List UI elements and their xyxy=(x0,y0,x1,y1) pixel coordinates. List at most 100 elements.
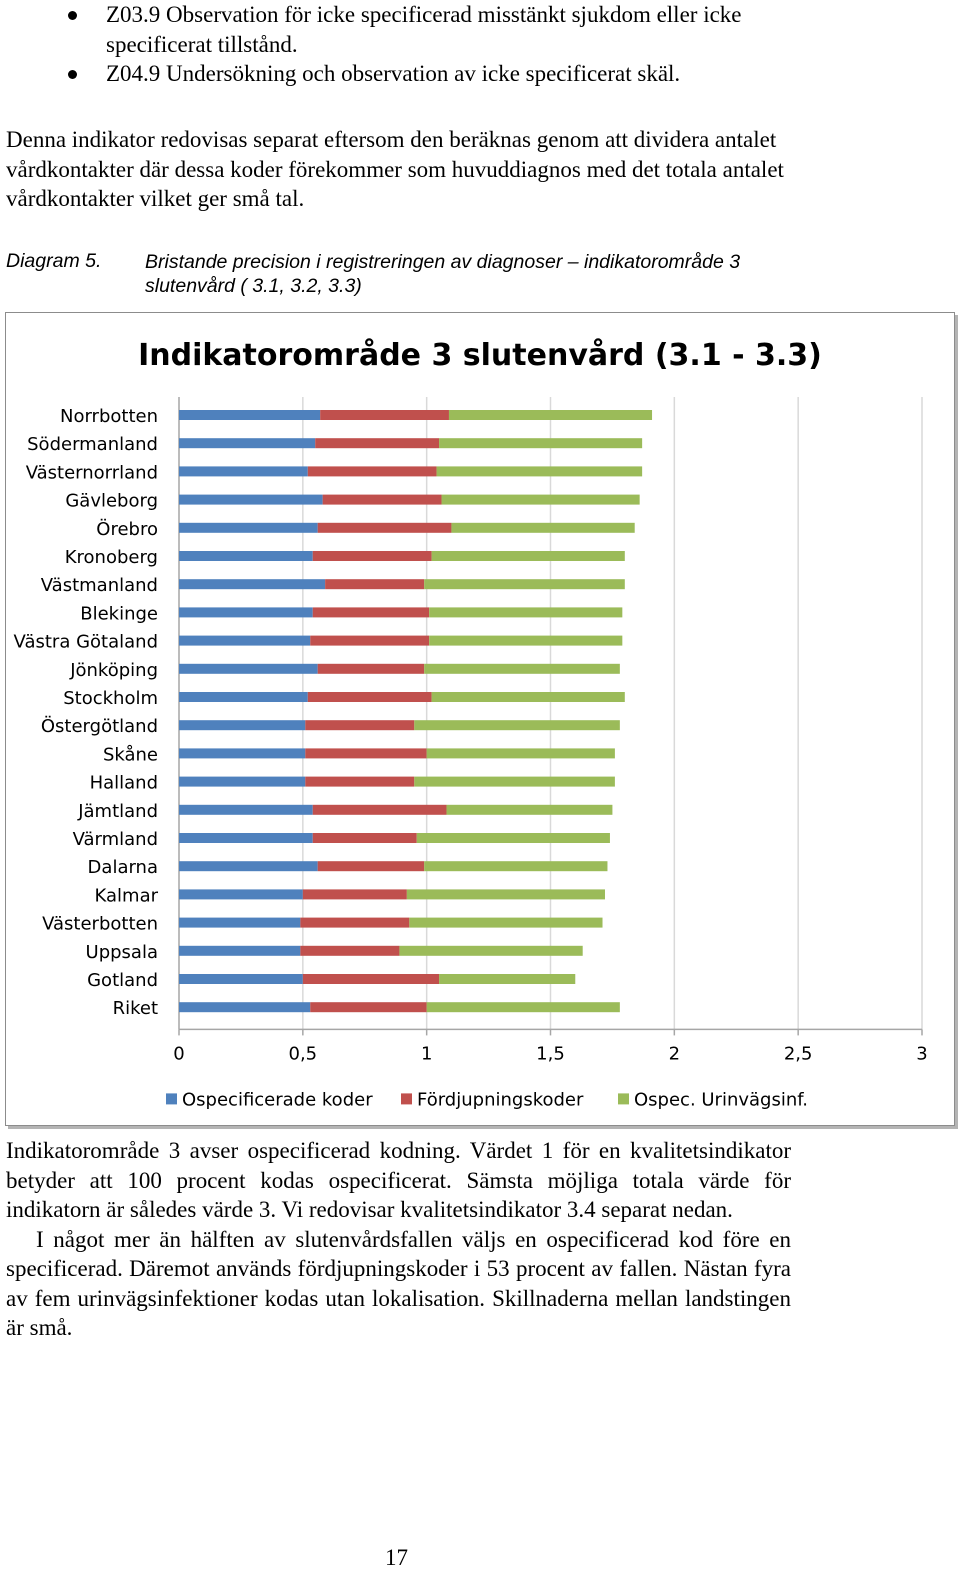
category-label: Norrbotten xyxy=(60,406,158,427)
bullet-dot-icon xyxy=(68,70,77,79)
bar-segment xyxy=(179,917,301,928)
category-label: Västernorrland xyxy=(26,462,158,483)
bar-segment xyxy=(179,833,313,843)
bar-segment xyxy=(424,861,608,872)
bar-segment xyxy=(307,692,432,702)
category-label: Gotland xyxy=(87,970,158,991)
bar-segment xyxy=(179,776,306,787)
bar-segment xyxy=(441,494,640,505)
page-number: 17 xyxy=(385,1545,408,1570)
chart-title: Indikatorområde 3 slutenvård (3.1 - 3.3) xyxy=(138,337,822,373)
bar-segment xyxy=(179,663,318,674)
category-label: Halland xyxy=(90,773,158,794)
category-label: Östergötland xyxy=(41,715,158,737)
bar-segment xyxy=(448,410,653,420)
x-tick-label: 1,5 xyxy=(536,1043,565,1064)
bar-segment xyxy=(429,607,623,618)
bar-segment xyxy=(451,522,635,533)
bar-segment xyxy=(305,776,415,787)
bar-segment xyxy=(307,466,437,477)
caption-text: Bristande precision i registreringen av … xyxy=(145,251,741,297)
bar-segment xyxy=(179,720,306,731)
category-label: Västerbotten xyxy=(42,914,158,935)
bar-segment xyxy=(431,551,625,561)
bar-segment xyxy=(312,551,432,561)
bar-segment xyxy=(300,945,400,956)
bar-segment xyxy=(300,917,410,928)
bar-segment xyxy=(310,1002,427,1013)
body-paragraph: Indikatorområde 3 avser ospecificerad ko… xyxy=(6,1138,791,1222)
x-tick-label: 1 xyxy=(421,1043,432,1064)
bar-segment xyxy=(436,466,643,477)
bar-segment xyxy=(179,579,326,590)
bar-segment xyxy=(302,889,407,900)
bar-segment xyxy=(179,522,318,533)
bar-segment xyxy=(416,833,610,843)
bar-segment xyxy=(312,804,447,815)
stacked-bar-chart: Indikatorområde 3 slutenvård (3.1 - 3.3)… xyxy=(14,337,928,1110)
category-label: Västmanland xyxy=(41,575,158,596)
category-label: Stockholm xyxy=(63,688,158,709)
legend-swatch xyxy=(401,1093,412,1105)
bar-segment xyxy=(179,438,316,449)
bar-segment xyxy=(179,635,311,646)
bullet-item: Z03.9 Observation för icke specificerad … xyxy=(0,0,806,59)
bar-segment xyxy=(179,889,303,900)
bar-segment xyxy=(179,748,306,759)
category-label: Kronoberg xyxy=(65,547,158,568)
bar-segment xyxy=(320,410,449,420)
bar-segment xyxy=(312,607,430,618)
bar-segment xyxy=(179,861,318,872)
legend-label: Ospec. Urinvägsinf. xyxy=(634,1089,808,1110)
bar-segment xyxy=(409,917,603,928)
bullet-item: Z04.9 Undersökning och observation av ic… xyxy=(0,59,806,89)
bullet-dot-icon xyxy=(68,11,77,20)
bar-segment xyxy=(429,635,623,646)
category-label: Örebro xyxy=(96,518,158,540)
category-label: Blekinge xyxy=(80,603,158,624)
category-label: Kalmar xyxy=(95,885,159,906)
bar-segment xyxy=(179,945,301,956)
category-label: Värmland xyxy=(73,829,158,850)
x-tick-label: 0,5 xyxy=(289,1043,318,1064)
x-tick-label: 2 xyxy=(669,1043,680,1064)
bar-segment xyxy=(317,861,425,872)
category-label: Jönköping xyxy=(69,660,158,681)
diagnosis-code-list: Z03.9 Observation för icke specificerad … xyxy=(0,0,960,89)
caption-label: Diagram 5. xyxy=(6,250,102,272)
bar-segment xyxy=(322,494,442,505)
bar-segment xyxy=(399,945,583,956)
category-label: Jämtland xyxy=(77,801,158,822)
bar-segment xyxy=(179,1002,311,1013)
bar-segment xyxy=(414,776,615,787)
body-paragraph: I något mer än hälften av slutenvårdsfal… xyxy=(6,1226,791,1341)
bar-segment xyxy=(179,692,308,702)
bar-segment xyxy=(424,663,620,674)
chart-container: Indikatorområde 3 slutenvård (3.1 - 3.3)… xyxy=(5,312,955,1126)
bar-segment xyxy=(179,607,313,618)
bar-segment xyxy=(439,974,576,984)
category-label: Gävleborg xyxy=(65,491,158,512)
bar-segment xyxy=(302,974,440,984)
bar-segment xyxy=(424,579,625,590)
bar-segment xyxy=(179,551,313,561)
body-text: Indikatorområde 3 avser ospecificerad ko… xyxy=(6,1136,791,1343)
bar-segment xyxy=(406,889,605,900)
bar-segment xyxy=(310,635,430,646)
bar-segment xyxy=(317,522,452,533)
bar-segment xyxy=(179,410,321,420)
legend-swatch xyxy=(618,1093,629,1105)
bar-segment xyxy=(315,438,440,449)
category-label: Skåne xyxy=(103,744,158,765)
intro-paragraph: Denna indikator redovisas separat efters… xyxy=(6,127,784,211)
category-label: Riket xyxy=(113,998,158,1019)
category-label: Uppsala xyxy=(86,942,158,963)
bar-segment xyxy=(179,974,303,984)
bar-segment xyxy=(325,579,425,590)
bullet-text: Z04.9 Undersökning och observation av ic… xyxy=(106,61,681,86)
bar-segment xyxy=(305,720,415,731)
x-tick-label: 3 xyxy=(916,1043,927,1064)
bullet-text: Z03.9 Observation för icke specificerad … xyxy=(106,2,742,57)
bar-segment xyxy=(317,663,425,674)
bar-segment xyxy=(414,720,620,731)
